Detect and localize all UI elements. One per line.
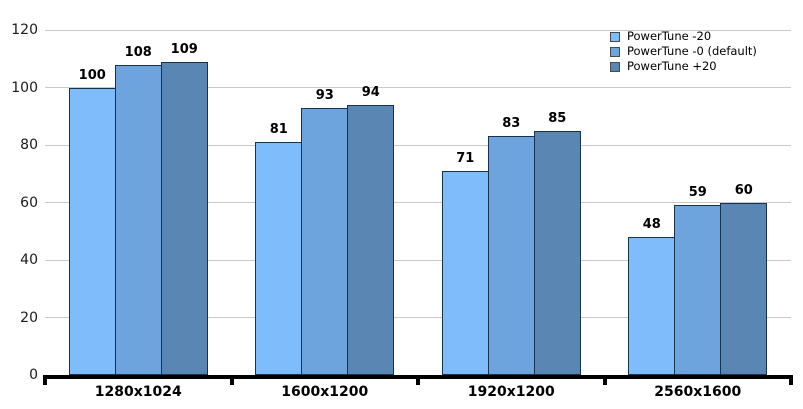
bar-value-label: 108 [124,44,152,60]
x-axis-tick [229,375,234,385]
x-axis-tick [602,375,607,385]
bar-group: 71 83 85 [418,30,605,375]
gridline [45,202,791,203]
bar-value-label: 83 [502,116,521,132]
y-tick-label: 40 [20,252,38,268]
category-label: 1600x1200 [281,384,369,400]
bar: 59 [674,185,722,375]
bar: 93 [301,88,349,375]
legend-item: PowerTune +20 [610,59,757,73]
bar: 83 [487,116,535,375]
bar: 100 [68,68,116,375]
category-label: 2560x1600 [654,384,742,400]
bar-value-label: 71 [456,150,475,166]
bar-value-label: 48 [642,217,661,232]
legend-swatch [610,61,620,72]
legend-label: PowerTune -0 (default) [627,44,757,58]
bar-value-label: 100 [78,67,106,83]
legend: PowerTune -20 PowerTune -0 (default) Power… [610,29,757,76]
legend-item: PowerTune -0 (default) [610,44,757,58]
x-axis-tick [789,375,793,385]
gridline [45,259,791,261]
bar-value-label: 109 [170,41,198,57]
bar: 85 [533,111,581,375]
legend-label: PowerTune -20 [627,29,712,43]
bar: 109 [160,42,208,375]
bar-group: 48 59 60 [605,30,792,375]
bar: 48 [628,217,676,375]
bar-group: 81 93 94 [232,30,419,375]
y-tick-label: 80 [20,137,38,153]
bar: 60 [720,183,768,375]
legend-swatch [610,46,620,57]
bar-value-label: 60 [734,182,753,198]
bar-value-label: 81 [269,122,288,138]
bar: 108 [114,45,162,375]
x-axis-labels: 1280x1024 1600x1200 1920x1200 2560x1600 [45,384,791,400]
bar-value-label: 93 [315,87,334,103]
legend-item: PowerTune -20 [610,29,757,43]
category-label: 1280x1024 [94,384,182,400]
y-tick-label: 100 [11,79,38,96]
bar: 71 [441,151,489,375]
bar-value-label: 85 [548,110,567,126]
bar: 94 [347,85,395,375]
y-tick-label: 60 [20,194,38,211]
y-tick-label: 120 [11,22,38,38]
legend-label: PowerTune +20 [627,59,717,73]
category-label: 1920x1200 [467,384,555,400]
y-tick-label: 20 [20,309,38,326]
legend-swatch [610,31,620,42]
bar: 81 [255,122,303,375]
gridline [45,317,791,318]
x-axis-tick [43,375,47,385]
gridline [45,29,791,31]
bar-value-label: 94 [361,84,380,100]
gridline [45,87,791,88]
bar-group: 100 108 109 [45,30,232,375]
y-tick-label: 0 [29,367,38,383]
plot-area: 100 108 109 81 93 94 71 83 85 48 59 60 [43,29,793,385]
bar-value-label: 59 [688,185,707,201]
x-axis-tick [416,375,420,385]
gridline [45,144,791,146]
